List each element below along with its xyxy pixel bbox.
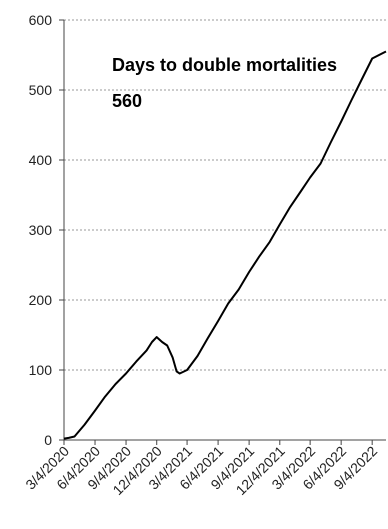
series-line [63,50,387,440]
y-axis: 0 100 200 300 400 500 600 [29,12,64,448]
y-tick-label: 200 [29,292,53,308]
annotation-value: 560 [112,91,142,111]
y-tick-label: 600 [29,12,53,28]
annotation-title: Days to double mortalities [112,55,337,75]
y-tick-label: 500 [29,82,53,98]
x-axis: 3/4/20206/4/20209/4/202012/4/20203/4/202… [22,440,380,498]
y-tick-label: 400 [29,152,53,168]
y-gridlines [64,19,386,371]
y-tick-label: 300 [29,222,53,238]
y-tick-label: 100 [29,362,53,378]
y-tick-label: 0 [44,432,52,448]
